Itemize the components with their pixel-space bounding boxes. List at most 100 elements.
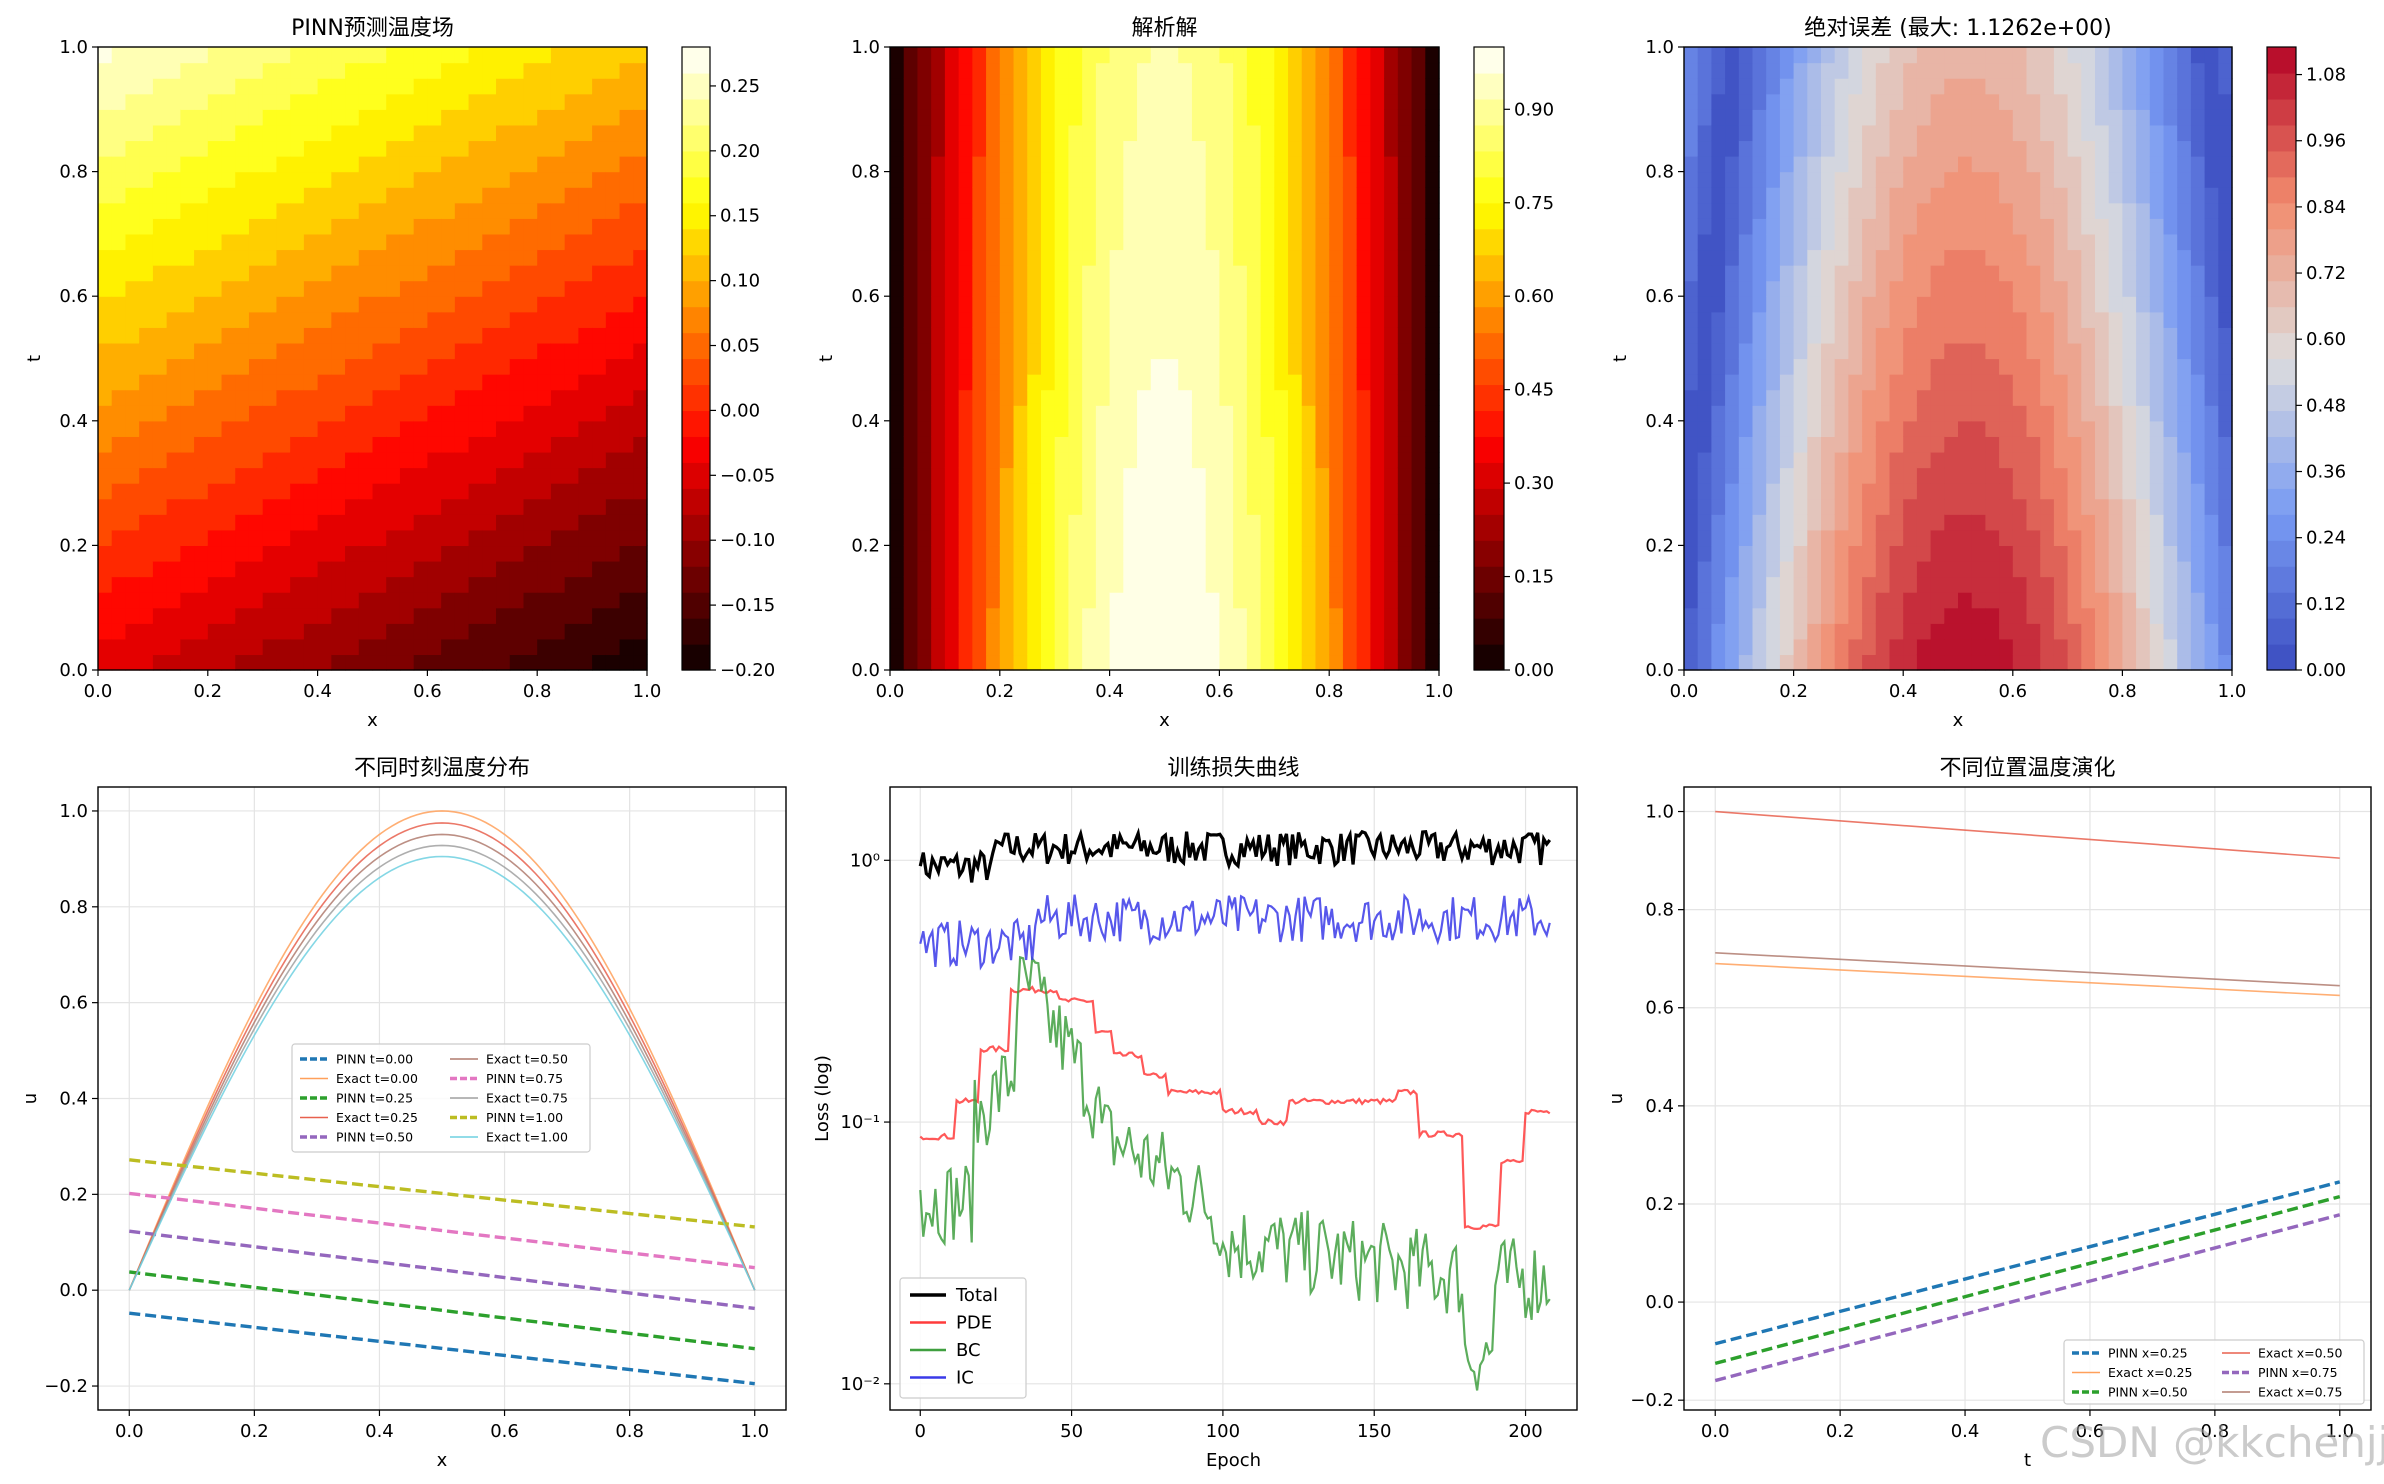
heatmap-cell — [1315, 187, 1330, 204]
heatmap-cell — [1219, 576, 1234, 593]
heatmap-cell — [2149, 187, 2165, 204]
heatmap-cell — [564, 218, 579, 235]
heatmap-cell — [1301, 451, 1317, 469]
heatmap-cell — [2081, 62, 2096, 79]
heatmap-cell — [262, 436, 278, 453]
heatmap-cell — [290, 389, 305, 406]
heatmap-cell — [1246, 420, 1262, 437]
heatmap-cell — [605, 529, 621, 547]
heatmap-cell — [1082, 93, 1097, 110]
heatmap-cell — [2012, 109, 2028, 126]
y-tick-label: 0.6 — [1645, 286, 1674, 307]
heatmap-cell — [413, 358, 428, 375]
heatmap-cell — [509, 514, 525, 531]
heatmap-cell — [537, 420, 552, 437]
heatmap-cell — [550, 78, 566, 95]
heatmap-cell — [999, 47, 1015, 64]
heatmap-cell — [1766, 171, 1781, 188]
heatmap-cell — [1356, 156, 1371, 173]
heatmap-cell — [468, 296, 483, 313]
heatmap-cell — [1164, 202, 1179, 219]
heatmap-cell — [1274, 156, 1289, 173]
heatmap-cell — [1848, 156, 1863, 173]
heatmap-cell — [633, 249, 648, 266]
heatmap-cell — [1766, 47, 1781, 64]
heatmap-cell — [2026, 187, 2041, 204]
heatmap-cell — [2136, 451, 2151, 469]
heatmap-cell — [1944, 560, 1959, 578]
heatmap-cell — [1123, 607, 1138, 624]
heatmap-cell — [1958, 187, 1973, 204]
heatmap-cell — [345, 342, 360, 360]
heatmap-cell — [972, 62, 987, 79]
heatmap-cell — [139, 296, 154, 313]
heatmap-cell — [221, 171, 236, 188]
heatmap-cell — [207, 451, 223, 469]
heatmap-cell — [331, 296, 346, 313]
heatmap-cell — [2095, 265, 2110, 282]
heatmap-cell — [1191, 187, 1207, 204]
heatmap-cell — [166, 93, 181, 110]
heatmap-cell — [1233, 451, 1248, 469]
x-tick-label: 0.6 — [1998, 681, 2027, 702]
heatmap-cell — [958, 218, 973, 235]
heatmap-cell — [1109, 374, 1124, 391]
heatmap-cell — [1109, 109, 1124, 126]
heatmap-cell — [1027, 171, 1042, 188]
heatmap-cell — [1260, 436, 1275, 453]
heatmap-cell — [427, 233, 442, 251]
heatmap-cell — [1123, 576, 1138, 593]
heatmap-cell — [1916, 607, 1932, 624]
heatmap-cell — [1766, 296, 1781, 313]
heatmap-cell — [2040, 218, 2055, 235]
heatmap-cell — [1384, 342, 1399, 360]
heatmap-cell — [2149, 358, 2165, 375]
heatmap-cell — [550, 623, 566, 640]
x-tick-label: 1.0 — [633, 681, 662, 702]
heatmap-cell — [1356, 47, 1371, 64]
heatmap-cell — [890, 545, 905, 562]
heatmap-cell — [1875, 93, 1891, 110]
heatmap-cell — [2067, 187, 2082, 204]
heatmap-cell — [1082, 467, 1097, 484]
heatmap-cell — [1315, 342, 1330, 360]
heatmap-cell — [1916, 218, 1932, 235]
heatmap-cell — [1288, 420, 1303, 437]
heatmap-cell — [2067, 156, 2082, 173]
heatmap-cell — [1999, 420, 2014, 437]
heatmap-cell — [944, 109, 960, 126]
heatmap-cell — [1697, 545, 1712, 562]
heatmap-cell — [1834, 545, 1849, 562]
heatmap-cell — [1971, 374, 1986, 391]
heatmap-cell — [578, 451, 593, 469]
heatmap-cell — [1109, 545, 1124, 562]
heatmap-cell — [1766, 467, 1781, 484]
heatmap-cell — [1288, 62, 1303, 79]
heatmap-cell — [1711, 78, 1726, 95]
heatmap-cell — [194, 576, 209, 593]
heatmap-cell — [2136, 436, 2151, 453]
heatmap-cell — [564, 638, 579, 656]
heatmap-cell — [999, 187, 1015, 204]
heatmap-cell — [262, 451, 278, 469]
heatmap-cell — [2218, 47, 2233, 64]
heatmap-cell — [509, 62, 525, 79]
heatmap-cell — [2012, 498, 2028, 515]
heatmap-cell — [1329, 280, 1344, 297]
heatmap-cell — [2163, 249, 2178, 266]
heatmap-cell — [1219, 109, 1234, 126]
heatmap-cell — [1342, 405, 1358, 422]
heatmap-cell — [1916, 436, 1932, 453]
heatmap-cell — [633, 171, 648, 188]
heatmap-cell — [2177, 514, 2192, 531]
heatmap-cell — [564, 124, 579, 142]
heatmap-cell — [1793, 607, 1808, 624]
heatmap-cell — [139, 592, 154, 609]
heatmap-cell — [345, 389, 360, 406]
heatmap-cell — [98, 327, 113, 344]
heatmap-cell — [2026, 451, 2041, 469]
heatmap-cell — [2218, 498, 2233, 515]
heatmap-cell — [276, 249, 291, 266]
heatmap-cell — [619, 436, 634, 453]
heatmap-cell — [235, 327, 250, 344]
